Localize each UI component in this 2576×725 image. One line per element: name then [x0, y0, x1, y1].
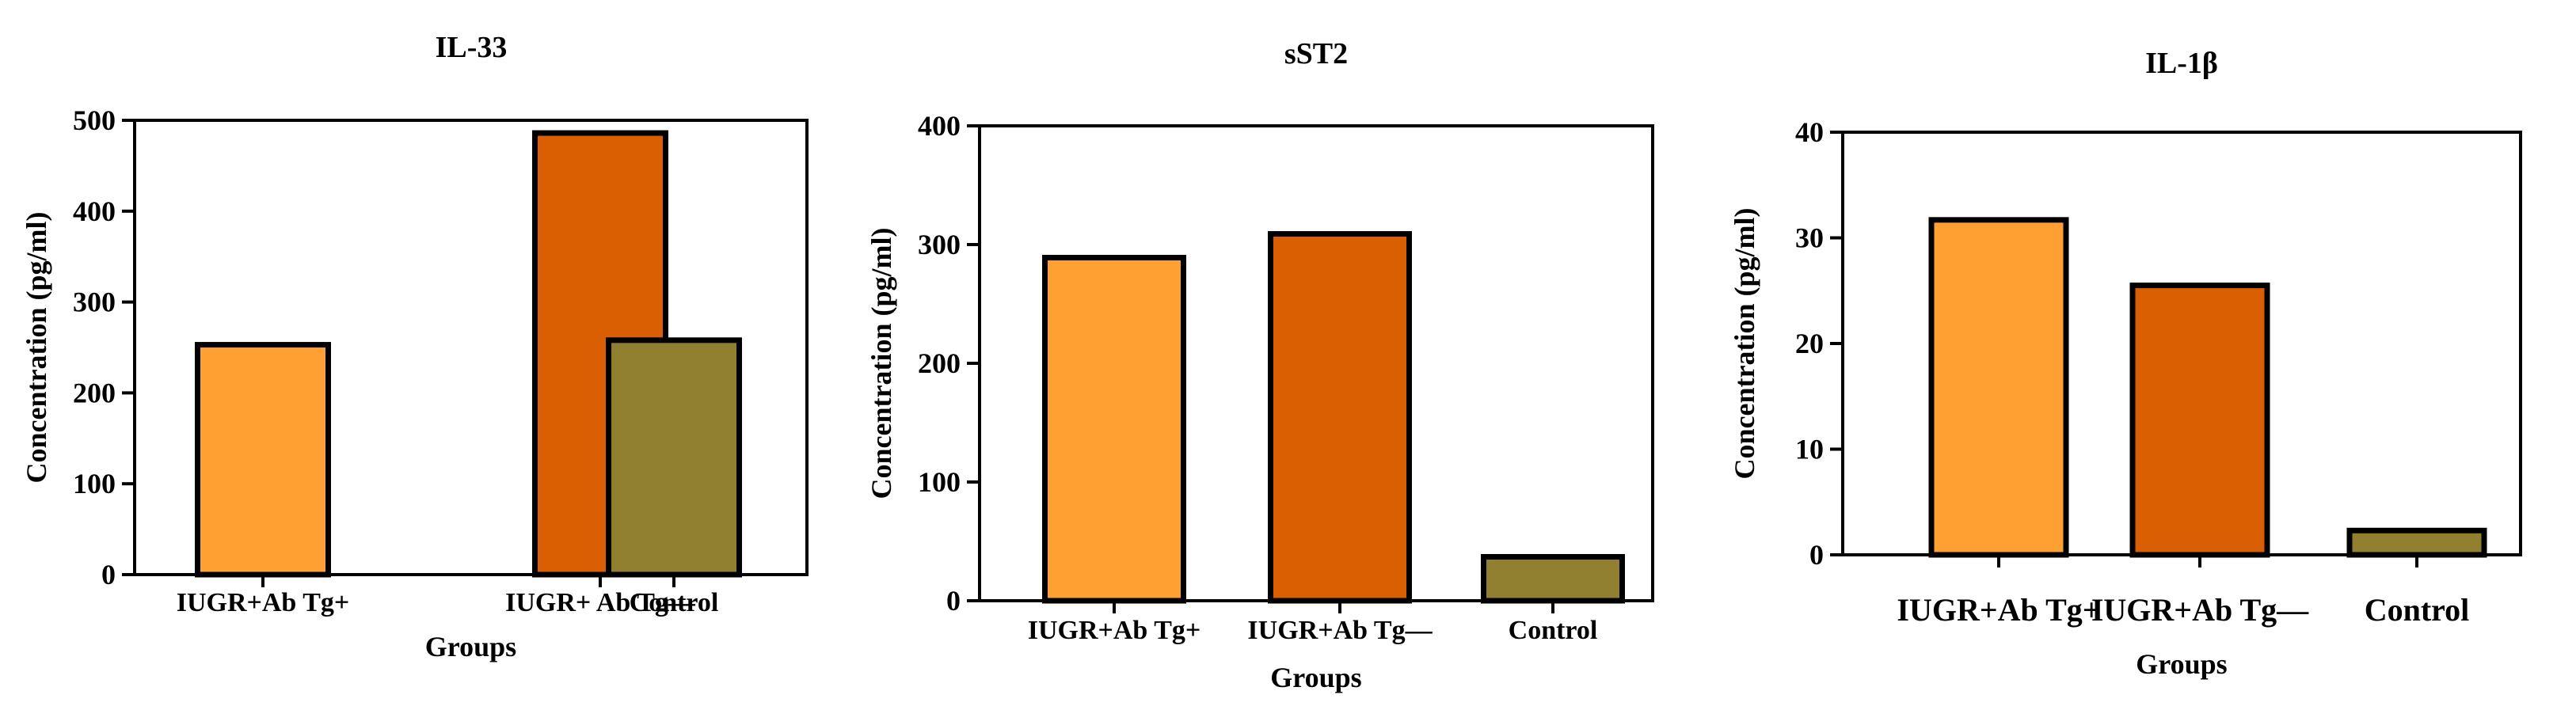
y-tick-label: 200 [918, 347, 961, 379]
y-tick-label: 20 [1795, 328, 1824, 359]
chart-sst2: sST2 0 100 200 300 400 Concentration (pg/ml) IU… [866, 37, 1654, 693]
y-tick-label: 300 [73, 287, 116, 318]
chart-il1b: IL-1β 0 10 20 30 40 Concentration (pg/ml) IUGR+… [1729, 47, 2522, 680]
y-axis-label: Concentration (pg/ml) [21, 212, 52, 484]
y-tick-label: 100 [918, 466, 961, 498]
y-tick-label: 0 [1809, 539, 1824, 571]
y-tick-label: 400 [73, 195, 116, 227]
bar [2346, 527, 2487, 558]
x-axis-label: Groups [2136, 648, 2227, 680]
bar [1268, 231, 1412, 604]
y-tick-label: 30 [1795, 222, 1824, 254]
chart-title: sST2 [1284, 37, 1348, 70]
y-tick-label: 500 [73, 104, 116, 136]
bar [1928, 217, 2069, 558]
bar [195, 342, 331, 578]
x-category-label: IUGR+Ab Tg+ [1897, 592, 2100, 628]
bar [606, 337, 742, 578]
x-category-label: Control [1509, 616, 1598, 645]
x-category-label: Control [2365, 592, 2470, 628]
x-category-label: IUGR+Ab Tg— [1247, 616, 1433, 645]
plot-frame [133, 119, 809, 576]
chart-title: IL-1β [2145, 47, 2218, 80]
bar [2129, 283, 2270, 558]
y-tick-label: 200 [73, 377, 116, 408]
x-category-label: Control [630, 588, 719, 617]
chart-il33: IL-33 0 100 200 300 400 500 Concentration (pg/m… [21, 31, 809, 662]
bar [1481, 554, 1625, 604]
y-tick-label: 100 [73, 468, 116, 499]
y-axis-label: Concentration (pg/ml) [1729, 208, 1760, 480]
y-tick-label: 10 [1795, 434, 1824, 465]
x-category-label: IUGR+Ab Tg+ [1028, 616, 1201, 645]
x-category-label: IUGR+Ab Tg— [2091, 592, 2309, 628]
bar [1042, 255, 1186, 604]
y-tick-label: 0 [946, 585, 961, 617]
x-axis-label: Groups [1270, 662, 1361, 693]
x-category-label: IUGR+Ab Tg+ [177, 588, 350, 617]
y-tick-label: 300 [918, 229, 961, 260]
y-tick-label: 400 [918, 110, 961, 142]
y-tick-label: 0 [101, 559, 116, 590]
chart-title: IL-33 [436, 31, 508, 64]
x-category-label: IUGR+ Ab Tg— [505, 588, 696, 617]
y-tick-label: 40 [1795, 116, 1824, 148]
x-axis-label: Groups [425, 631, 516, 662]
y-axis-label: Concentration (pg/ml) [866, 228, 897, 499]
